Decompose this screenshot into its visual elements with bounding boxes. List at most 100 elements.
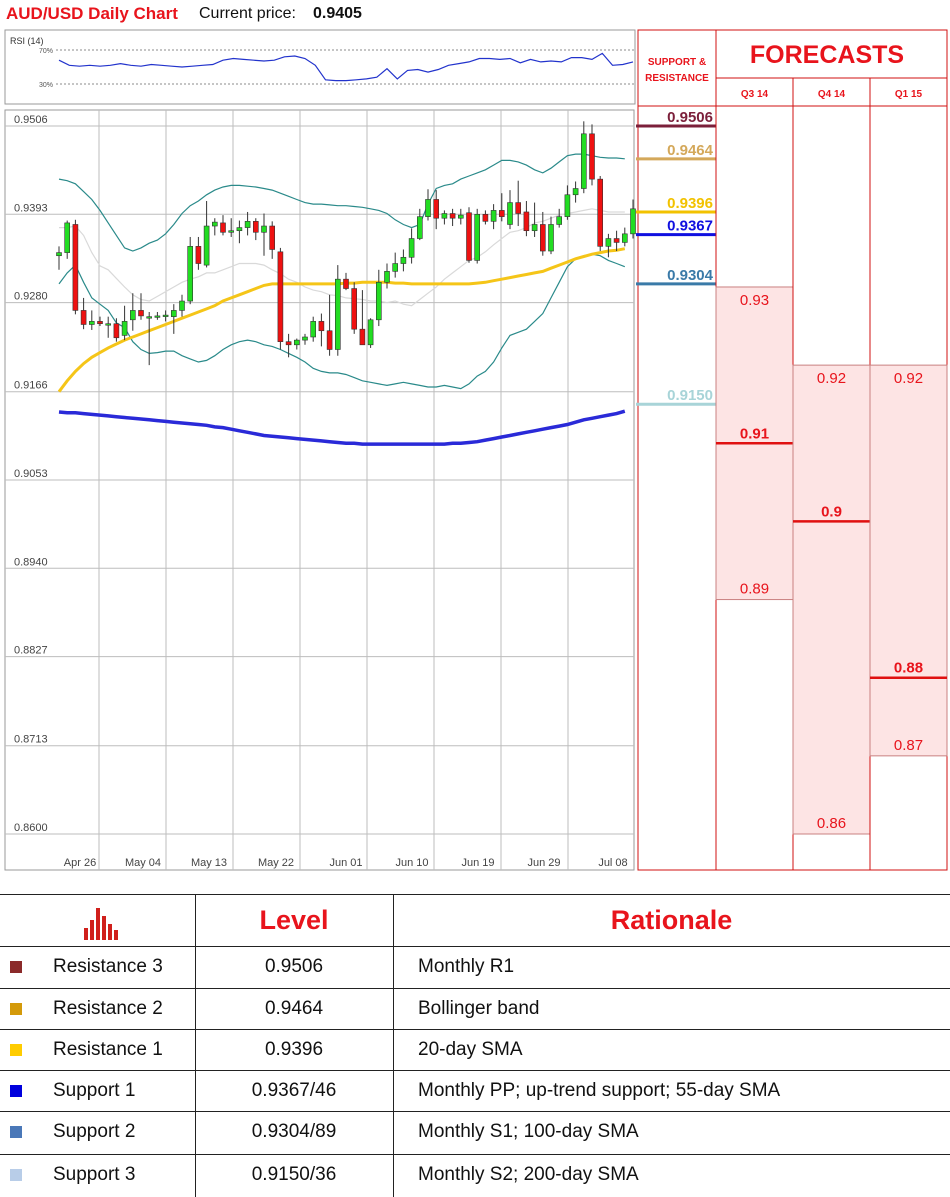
chart-canvas: RSI (14) 70% 30% 0.9506 0.9393 0.9280 0.9166 0.…	[4, 29, 948, 871]
chart-title: AUD/USD Daily Chart	[6, 4, 178, 23]
candle-body	[515, 202, 522, 214]
candle-body	[171, 310, 177, 317]
forecast-mid-label: 0.91	[740, 425, 769, 442]
y-tick-label: 0.8600	[14, 822, 48, 834]
candle-body	[236, 227, 243, 232]
y-tick-label: 0.9053	[14, 468, 48, 480]
table-row: Support 2 0.9304/89 Monthly S1; 100-day SM…	[0, 1111, 950, 1152]
bollinger-upper-line	[58, 153, 625, 252]
candle-body	[154, 315, 161, 318]
level-color-swatch	[10, 960, 22, 973]
candle-body	[597, 178, 604, 247]
row-border	[0, 988, 950, 989]
bollinger-lower-line	[58, 253, 626, 390]
candle-body	[302, 336, 308, 341]
forecast-low-label: 0.86	[817, 815, 846, 832]
y-tick-label: 0.8940	[14, 556, 48, 568]
candle-body	[80, 310, 87, 325]
candle-body	[392, 263, 399, 272]
candle-body	[64, 222, 70, 253]
candle-body	[433, 199, 440, 219]
candle-body	[613, 238, 620, 243]
candle-body	[195, 246, 202, 264]
candle-body	[203, 225, 210, 266]
x-tick-label: May 22	[258, 857, 294, 869]
candle-body	[359, 328, 366, 346]
row-border	[0, 1111, 950, 1112]
candle-body	[97, 321, 103, 325]
rsi-line	[58, 52, 634, 82]
forecast-low-label: 0.87	[894, 737, 923, 754]
candle-body	[187, 246, 193, 302]
candle-body	[105, 323, 111, 326]
forecast-high-label: 0.92	[817, 370, 846, 387]
current-price-value: 0.9405	[313, 5, 362, 22]
candle-body	[580, 133, 587, 189]
table-row: Support 1 0.9367/46 Monthly PP; up-trend s…	[0, 1070, 950, 1111]
table-top-border	[0, 894, 950, 895]
row-name-cell: Support 1	[0, 1070, 195, 1111]
candle-body	[630, 208, 636, 235]
y-tick-label: 0.8827	[14, 645, 48, 657]
candle-body	[556, 216, 563, 225]
candle-body	[384, 271, 390, 283]
level-color-swatch	[10, 1002, 22, 1015]
candle-body	[56, 252, 62, 257]
candle-body	[121, 321, 128, 336]
candle-body	[220, 222, 226, 233]
candle-body	[244, 221, 251, 228]
table-header: Level Rationale	[0, 894, 950, 946]
level-rationale: Monthly S2; 200-day SMA	[418, 1163, 639, 1185]
candle-body	[474, 214, 481, 261]
x-tick-label: Jul 08	[598, 857, 627, 869]
x-tick-label: May 13	[191, 857, 227, 869]
x-tick-label: Jun 10	[395, 857, 428, 869]
forecast-column-label: Q4 14	[818, 89, 846, 100]
candle-body	[72, 224, 79, 311]
candle-body	[621, 233, 628, 243]
row-name-cell: Resistance 1	[0, 1029, 195, 1070]
level-color-swatch	[10, 1168, 22, 1181]
candle-body	[269, 225, 276, 250]
level-name: Support 2	[53, 1120, 136, 1142]
candle-body	[228, 230, 234, 233]
row-border	[0, 1029, 950, 1030]
sr-title-line1: SUPPORT &	[648, 57, 706, 68]
level-column-header: Level	[259, 904, 329, 935]
table-divider-1	[195, 894, 196, 1197]
rsi-panel-frame	[4, 29, 636, 105]
candle-body	[375, 281, 382, 321]
candle-body	[138, 310, 144, 317]
candle-body	[400, 256, 407, 264]
candle-body	[507, 202, 513, 225]
chart-header: AUD/USD Daily Chart Current price: 0.940…	[0, 0, 640, 28]
forecast-high-label: 0.92	[894, 370, 923, 387]
level-rationale: 20-day SMA	[418, 1038, 523, 1060]
sr-level-label: 0.9464	[667, 142, 714, 159]
level-value: 0.9150/36	[251, 1163, 337, 1185]
table-row: Resistance 3 0.9506 Monthly R1	[0, 946, 950, 987]
level-name: Resistance 2	[53, 997, 163, 1019]
candle-body	[113, 323, 120, 339]
level-name: Resistance 1	[53, 1038, 163, 1060]
row-border	[0, 946, 950, 947]
level-value: 0.9396	[264, 1038, 324, 1060]
rationale-table: Level Rationale Resistance 3 0.9506 Monthl…	[0, 894, 950, 1197]
candle-body	[572, 188, 579, 196]
sr-column-frame	[637, 29, 717, 871]
candle-body	[441, 213, 448, 219]
candle-body	[318, 321, 325, 332]
forecast-mid-label: 0.88	[894, 660, 923, 677]
candle-body	[466, 212, 472, 261]
x-tick-label: Jun 29	[527, 857, 560, 869]
forecast-high-label: 0.93	[740, 292, 769, 309]
forecast-range-box	[792, 364, 871, 835]
level-name: Support 1	[53, 1079, 136, 1101]
row-border	[0, 1154, 950, 1155]
forecast-range-box	[869, 364, 948, 757]
level-rationale: Monthly R1	[418, 955, 515, 977]
level-value: 0.9304/89	[251, 1120, 337, 1142]
candle-body	[310, 321, 317, 338]
candle-body	[416, 216, 423, 239]
sma20-line	[59, 208, 625, 307]
